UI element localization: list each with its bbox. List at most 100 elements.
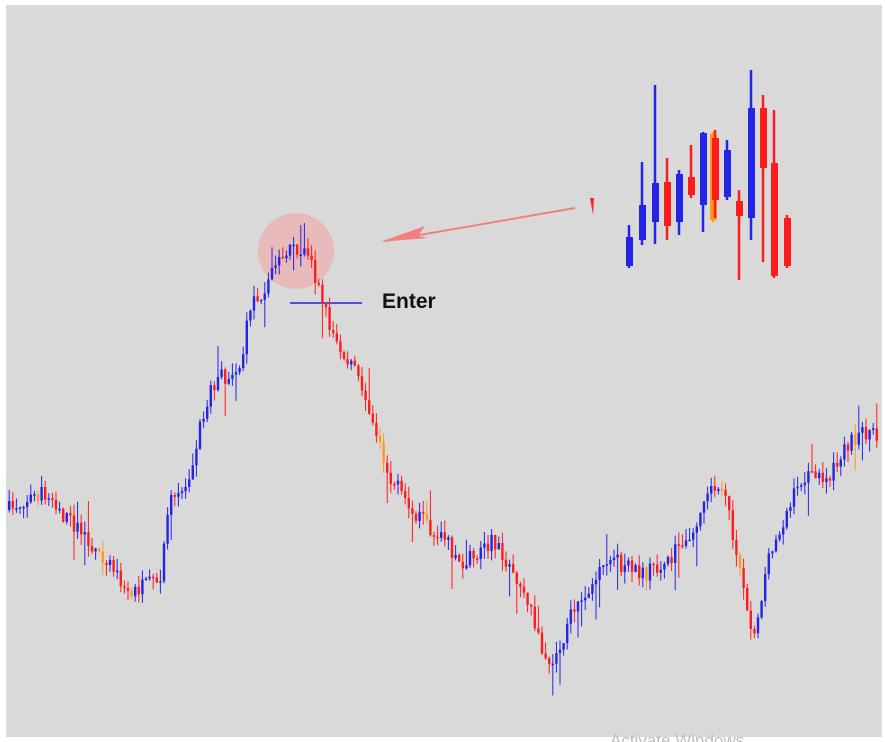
candle-body	[663, 563, 666, 570]
candle-body	[414, 513, 418, 521]
candle-body	[144, 578, 148, 580]
candle-body	[26, 502, 29, 508]
candle-body	[868, 429, 871, 440]
candle-body	[198, 421, 202, 449]
candle-body	[173, 495, 176, 497]
candle-body	[677, 544, 680, 546]
candle-body	[483, 543, 486, 548]
zoom-candle-body	[626, 237, 633, 266]
candle-body	[184, 486, 187, 492]
candle-body	[342, 352, 346, 360]
candle-body	[368, 400, 371, 414]
candle-body	[688, 539, 691, 542]
candle-body	[422, 511, 425, 514]
candle-body	[720, 488, 724, 491]
candle-body	[335, 333, 338, 342]
candle-body	[728, 496, 731, 511]
candle-body	[62, 508, 65, 522]
candle-body	[584, 597, 587, 601]
candles	[8, 223, 878, 696]
candle-body	[861, 427, 864, 433]
candle-body	[490, 534, 493, 552]
candle-body	[141, 579, 144, 595]
candle-body	[188, 479, 191, 487]
candle-body	[87, 532, 90, 547]
candle-body	[872, 428, 875, 430]
zoom-candle-body	[688, 177, 695, 195]
candle-body	[638, 565, 641, 579]
candle-body	[674, 544, 677, 564]
candle-body	[116, 570, 119, 573]
candle-body	[159, 581, 162, 583]
candle-body	[706, 493, 709, 502]
candle-body	[454, 554, 457, 558]
candle-body	[656, 564, 659, 573]
candle-body	[15, 508, 18, 510]
zoom-candle-body	[712, 138, 719, 200]
candle-body	[515, 572, 518, 584]
candle-body	[717, 488, 720, 491]
candle-body	[281, 256, 284, 259]
candle-body	[396, 480, 400, 485]
candle-body	[875, 428, 878, 441]
zoom-candle-body	[771, 163, 778, 276]
candle-body	[166, 514, 169, 544]
candle-body	[623, 565, 626, 573]
candle-body	[472, 550, 475, 559]
candle-body	[724, 489, 727, 497]
candle-body	[731, 510, 734, 540]
candle-body	[508, 564, 511, 567]
candle-body	[573, 609, 576, 612]
candle-body	[245, 320, 248, 355]
candle-body	[310, 255, 313, 261]
candle-body	[440, 532, 443, 538]
candle-body	[202, 418, 205, 422]
candle-body	[76, 522, 79, 532]
candle-body	[242, 354, 245, 369]
candle-body	[288, 244, 292, 256]
candle-body	[828, 478, 832, 481]
candle-body	[393, 483, 396, 486]
candle-body	[386, 462, 389, 473]
candle-body	[857, 432, 860, 445]
candle-body	[292, 244, 295, 247]
candle-body	[252, 296, 256, 311]
candle-body	[346, 359, 349, 365]
candle-body	[436, 536, 439, 539]
candle-body	[605, 564, 608, 566]
candle-body	[101, 551, 104, 563]
candle-body	[476, 558, 479, 560]
pointer-fragment	[590, 198, 594, 215]
candle-body	[339, 341, 342, 353]
candle-body	[148, 576, 151, 579]
candle-body	[90, 546, 94, 552]
candle-body	[296, 244, 299, 255]
zoom-candle-body	[784, 218, 791, 266]
candle-body	[735, 539, 738, 556]
candle-body	[263, 293, 266, 300]
candle-body	[411, 508, 414, 514]
candle-body	[134, 586, 137, 597]
entry-label: Enter	[382, 290, 436, 313]
candle-body	[400, 480, 403, 492]
candle-body	[378, 435, 382, 442]
candle-body	[594, 580, 598, 585]
candle-body	[249, 310, 252, 321]
candle-body	[774, 539, 778, 552]
candle-body	[119, 570, 122, 587]
candle-body	[152, 576, 155, 579]
watermark: Activate Windows	[610, 731, 744, 742]
candle-body	[112, 560, 115, 572]
candle-body	[371, 413, 374, 423]
candle-body	[353, 360, 356, 366]
candle-body	[40, 486, 43, 501]
candle-body	[382, 441, 385, 463]
candle-body	[764, 574, 767, 602]
candle-body	[224, 369, 227, 384]
candle-body	[839, 459, 842, 467]
candle-body	[450, 537, 454, 558]
candle-body	[328, 307, 331, 331]
candle-body	[566, 623, 569, 644]
zoom-candle-body	[700, 133, 707, 205]
candle-body	[692, 532, 695, 540]
